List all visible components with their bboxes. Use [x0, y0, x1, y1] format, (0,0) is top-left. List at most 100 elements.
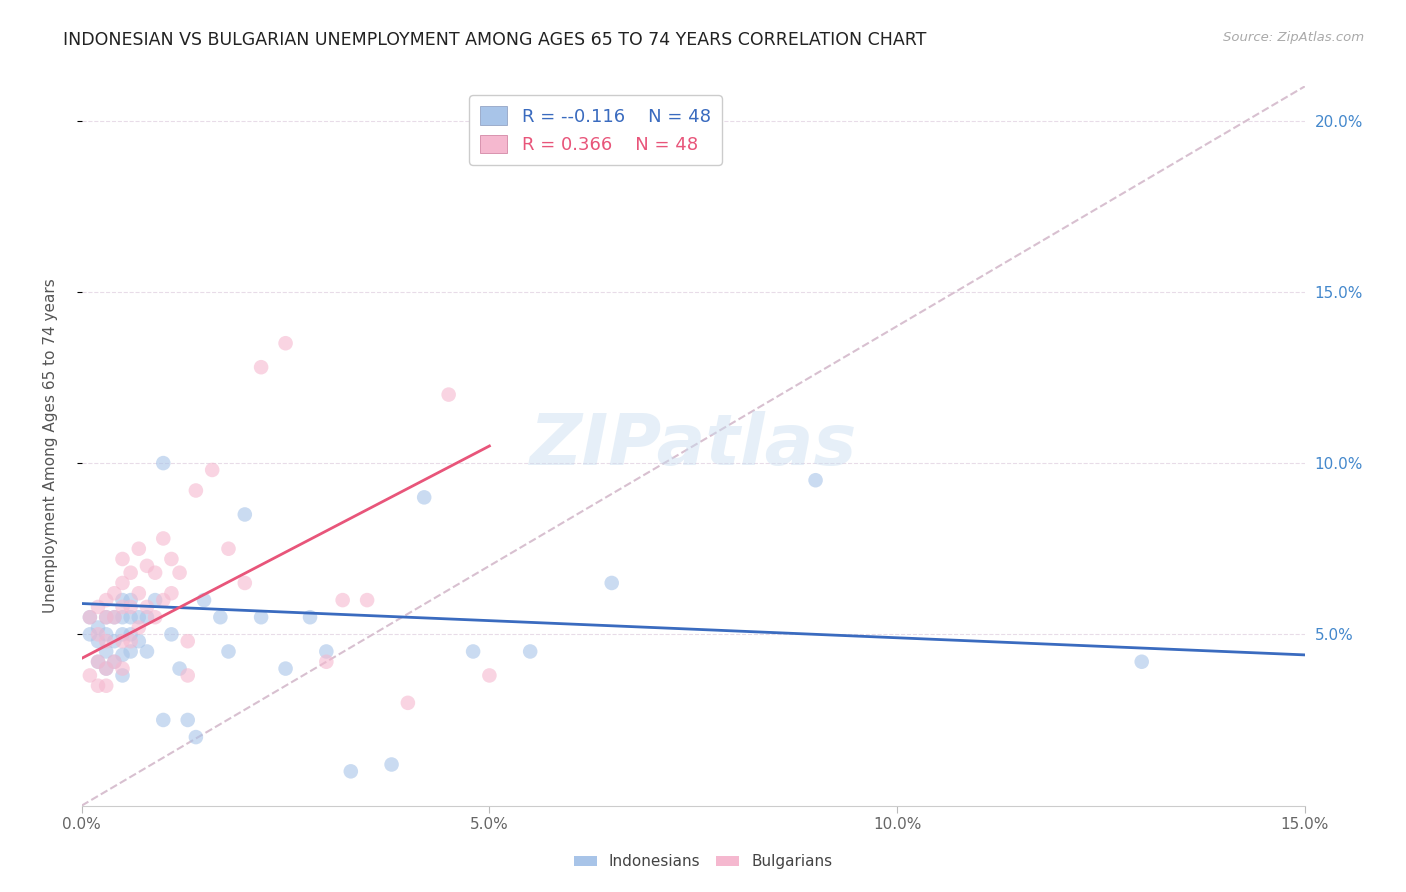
Point: [218, 541, 240, 556]
Point: [120, 644, 142, 658]
Point: [120, 593, 142, 607]
Point: [128, 541, 150, 556]
Point: [184, 483, 207, 498]
Point: [233, 508, 256, 522]
Point: [299, 610, 322, 624]
Point: [111, 668, 134, 682]
Point: [87, 655, 110, 669]
Point: [128, 586, 150, 600]
Point: [152, 713, 174, 727]
Point: [79, 668, 101, 682]
Point: [136, 599, 159, 614]
Point: [143, 593, 166, 607]
Point: [111, 627, 134, 641]
Text: INDONESIAN VS BULGARIAN UNEMPLOYMENT AMONG AGES 65 TO 74 YEARS CORRELATION CHART: INDONESIAN VS BULGARIAN UNEMPLOYMENT AMO…: [63, 31, 927, 49]
Point: [136, 610, 159, 624]
Point: [111, 593, 134, 607]
Point: [437, 387, 460, 401]
Point: [120, 634, 142, 648]
Point: [600, 576, 623, 591]
Point: [332, 593, 354, 607]
Text: ZIPatlas: ZIPatlas: [530, 411, 856, 481]
Point: [209, 610, 232, 624]
Point: [96, 610, 118, 624]
Point: [128, 634, 150, 648]
Point: [152, 532, 174, 546]
Point: [519, 644, 541, 658]
Point: [103, 610, 125, 624]
Point: [103, 610, 125, 624]
Point: [250, 610, 273, 624]
Point: [96, 627, 118, 641]
Point: [96, 679, 118, 693]
Point: [136, 644, 159, 658]
Legend: R = --0.116    N = 48, R = 0.366    N = 48: R = --0.116 N = 48, R = 0.366 N = 48: [470, 95, 721, 165]
Point: [201, 463, 224, 477]
Point: [96, 610, 118, 624]
Point: [160, 627, 183, 641]
Point: [461, 644, 484, 658]
Point: [96, 634, 118, 648]
Point: [413, 491, 436, 505]
Point: [128, 610, 150, 624]
Point: [103, 655, 125, 669]
Point: [396, 696, 419, 710]
Point: [111, 599, 134, 614]
Point: [184, 730, 207, 744]
Point: [79, 610, 101, 624]
Point: [87, 679, 110, 693]
Point: [250, 360, 273, 375]
Point: [218, 644, 240, 658]
Point: [103, 634, 125, 648]
Point: [87, 634, 110, 648]
Point: [177, 634, 200, 648]
Point: [111, 634, 134, 648]
Point: [160, 586, 183, 600]
Point: [177, 668, 200, 682]
Point: [111, 552, 134, 566]
Point: [169, 566, 191, 580]
Point: [103, 586, 125, 600]
Point: [478, 668, 501, 682]
Point: [274, 662, 297, 676]
Point: [111, 662, 134, 676]
Point: [1130, 655, 1153, 669]
Point: [143, 566, 166, 580]
Point: [103, 655, 125, 669]
Point: [96, 644, 118, 658]
Point: [136, 558, 159, 573]
Point: [160, 552, 183, 566]
Point: [120, 566, 142, 580]
Text: Source: ZipAtlas.com: Source: ZipAtlas.com: [1223, 31, 1364, 45]
Point: [120, 627, 142, 641]
Point: [315, 644, 337, 658]
Point: [152, 593, 174, 607]
Point: [169, 662, 191, 676]
Point: [804, 473, 827, 487]
Point: [274, 336, 297, 351]
Point: [79, 610, 101, 624]
Point: [87, 655, 110, 669]
Point: [79, 627, 101, 641]
Point: [96, 662, 118, 676]
Point: [315, 655, 337, 669]
Point: [87, 627, 110, 641]
Point: [128, 620, 150, 634]
Point: [193, 593, 215, 607]
Point: [87, 620, 110, 634]
Point: [87, 599, 110, 614]
Y-axis label: Unemployment Among Ages 65 to 74 years: Unemployment Among Ages 65 to 74 years: [44, 278, 58, 614]
Point: [340, 764, 363, 779]
Point: [111, 610, 134, 624]
Point: [96, 662, 118, 676]
Legend: Indonesians, Bulgarians: Indonesians, Bulgarians: [568, 848, 838, 875]
Point: [177, 713, 200, 727]
Point: [233, 576, 256, 591]
Point: [120, 610, 142, 624]
Point: [111, 576, 134, 591]
Point: [111, 648, 134, 662]
Point: [380, 757, 402, 772]
Point: [143, 610, 166, 624]
Point: [152, 456, 174, 470]
Point: [96, 593, 118, 607]
